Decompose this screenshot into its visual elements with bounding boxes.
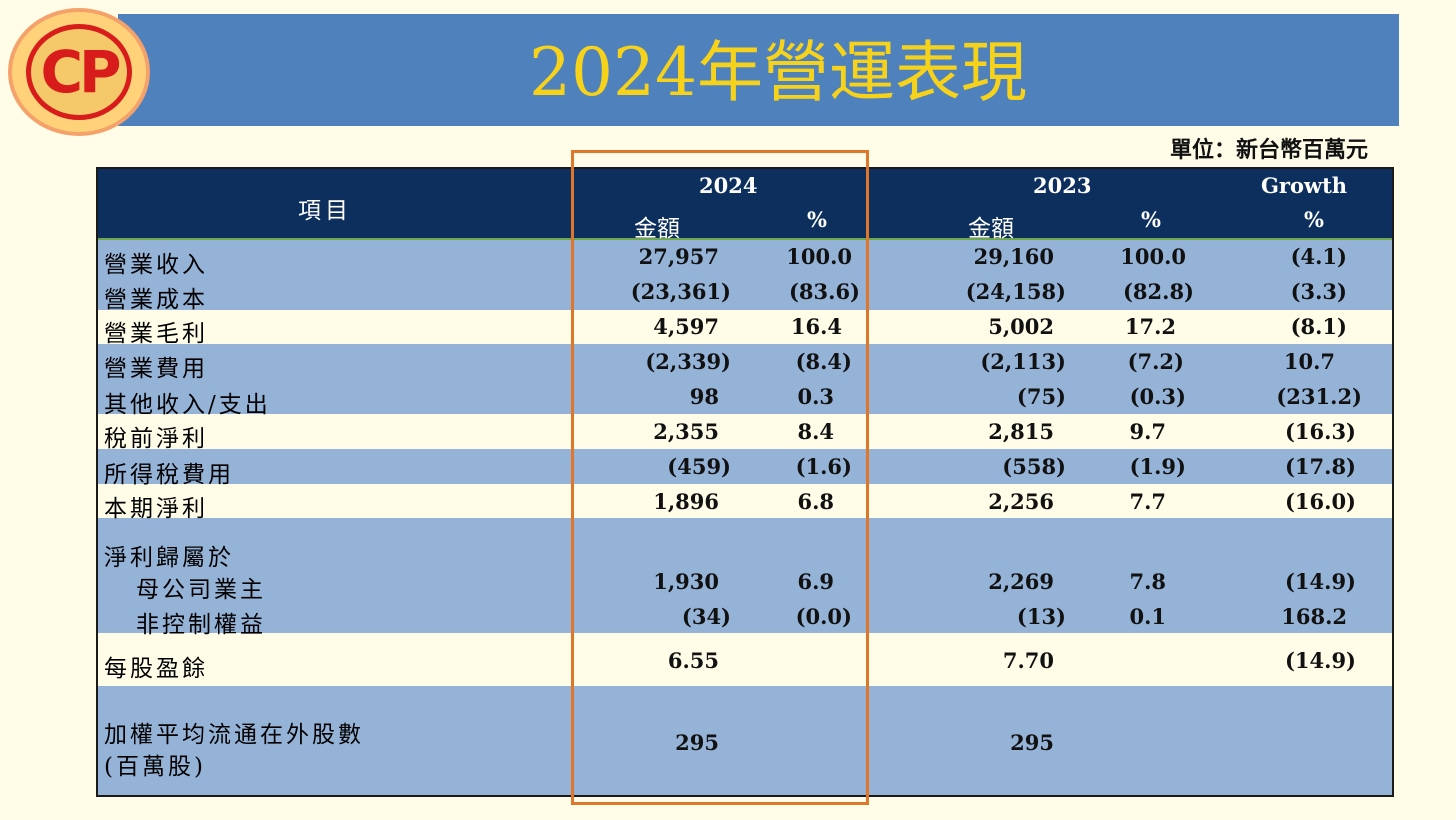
growth-pct: (16.3) xyxy=(1284,419,1356,444)
row-label: 本期淨利 xyxy=(104,496,208,522)
growth-pct: 168.2 xyxy=(1281,604,1347,629)
row-band xyxy=(98,484,1392,518)
amount-2023: 2,269 xyxy=(988,569,1054,594)
row-label: 營業毛利 xyxy=(104,321,208,347)
header-year-2023: 2023 xyxy=(1033,173,1092,198)
pct-2024: 6.8 xyxy=(797,489,834,514)
amount-2024: 98 xyxy=(689,384,719,409)
header-pct-growth: % xyxy=(1304,207,1324,232)
unit-note: 單位：新台幣百萬元 xyxy=(1169,138,1368,163)
header-pct-2024: % xyxy=(807,207,827,232)
growth-pct: (16.0) xyxy=(1284,489,1356,514)
pct-2024: 0.3 xyxy=(797,384,834,409)
amount-2023: (75) xyxy=(1016,384,1066,409)
pct-2024: (8.4) xyxy=(795,349,852,374)
header-year-2024: 2024 xyxy=(699,173,758,198)
row-label-unit: (百萬股) xyxy=(104,754,206,780)
pct-2023: (1.9) xyxy=(1129,454,1186,479)
row-label: 每股盈餘 xyxy=(104,656,208,682)
row-label: 營業費用 xyxy=(104,356,208,382)
row-label: 營業成本 xyxy=(104,287,208,313)
pct-2023: 0.1 xyxy=(1129,604,1166,629)
pct-2024: 100.0 xyxy=(786,244,852,269)
header-pct-2023: % xyxy=(1141,207,1161,232)
row-label: 加權平均流通在外股數 xyxy=(104,722,364,748)
amount-2023: 7.70 xyxy=(1002,648,1054,673)
amount-2024: (34) xyxy=(681,604,731,629)
row-label: 母公司業主 xyxy=(136,577,266,603)
row-label: 稅前淨利 xyxy=(104,426,208,452)
pct-2023: (0.3) xyxy=(1129,384,1186,409)
amount-2023: (558) xyxy=(1002,454,1066,479)
pct-2024: 6.9 xyxy=(797,569,834,594)
header-growth: Growth xyxy=(1261,173,1348,198)
growth-pct: (231.2) xyxy=(1276,384,1362,409)
amount-2023: (24,158) xyxy=(965,279,1066,304)
amount-2023: 29,160 xyxy=(973,244,1054,269)
amount-2023: 2,815 xyxy=(988,419,1054,444)
table-header: 項目 2024 2023 Growth 金額 % 金額 % % xyxy=(98,169,1392,242)
cp-logo: CP xyxy=(8,8,150,136)
growth-pct: (14.9) xyxy=(1284,648,1356,673)
title-banner xyxy=(118,14,1399,126)
amount-2023: 2,256 xyxy=(988,489,1054,514)
pct-2023: (82.8) xyxy=(1122,279,1194,304)
amount-2023: (13) xyxy=(1016,604,1066,629)
pct-2024: (1.6) xyxy=(795,454,852,479)
row-band xyxy=(98,310,1392,344)
pct-2023: 9.7 xyxy=(1129,419,1166,444)
row-label: 其他收入/支出 xyxy=(104,392,271,418)
financial-table: 項目 2024 2023 Growth 金額 % 金額 % % 營業收入 27,… xyxy=(96,167,1394,797)
page-title: 2024年營運表現 xyxy=(529,34,1027,111)
row-label: 非控制權益 xyxy=(136,612,266,638)
amount-2024: 4,597 xyxy=(653,314,719,339)
amount-2024: 6.55 xyxy=(667,648,719,673)
amount-2024: (459) xyxy=(667,454,731,479)
row-label: 所得稅費用 xyxy=(104,462,234,488)
amount-2024: (2,339) xyxy=(645,349,731,374)
row-label: 營業收入 xyxy=(104,252,208,278)
amount-2023: 5,002 xyxy=(988,314,1054,339)
pct-2023: 100.0 xyxy=(1120,244,1186,269)
amount-2024: (23,361) xyxy=(630,279,731,304)
growth-pct: (3.3) xyxy=(1290,279,1347,304)
pct-2024: (83.6) xyxy=(788,279,860,304)
row-band xyxy=(98,414,1392,449)
pct-2023: 17.2 xyxy=(1124,314,1176,339)
pct-2024: 8.4 xyxy=(797,419,834,444)
pct-2024: 16.4 xyxy=(790,314,842,339)
growth-pct: (8.1) xyxy=(1290,314,1347,339)
growth-pct: 10.7 xyxy=(1283,349,1335,374)
growth-pct: (14.9) xyxy=(1284,569,1356,594)
growth-pct: (4.1) xyxy=(1290,244,1347,269)
pct-2023: 7.8 xyxy=(1129,569,1166,594)
amount-2024: 1,896 xyxy=(653,489,719,514)
amount-2024: 1,930 xyxy=(653,569,719,594)
amount-2024: 2,355 xyxy=(653,419,719,444)
row-label: 淨利歸屬於 xyxy=(104,545,234,571)
pct-2023: (7.2) xyxy=(1127,349,1184,374)
amount-2023: 295 xyxy=(1010,730,1054,755)
highlight-2024-column xyxy=(571,150,869,805)
header-amount-2024: 金額 xyxy=(634,216,680,242)
cp-logo-text: CP xyxy=(40,38,121,106)
row-band xyxy=(98,633,1392,686)
amount-2024: 27,957 xyxy=(638,244,719,269)
growth-pct: (17.8) xyxy=(1284,454,1356,479)
header-amount-2023: 金額 xyxy=(968,216,1014,242)
pct-2024: (0.0) xyxy=(795,604,852,629)
cp-logo-badge: CP xyxy=(26,24,132,120)
header-item: 項目 xyxy=(298,198,352,224)
amount-2023: (2,113) xyxy=(980,349,1066,374)
pct-2023: 7.7 xyxy=(1129,489,1166,514)
amount-2024: 295 xyxy=(675,730,719,755)
